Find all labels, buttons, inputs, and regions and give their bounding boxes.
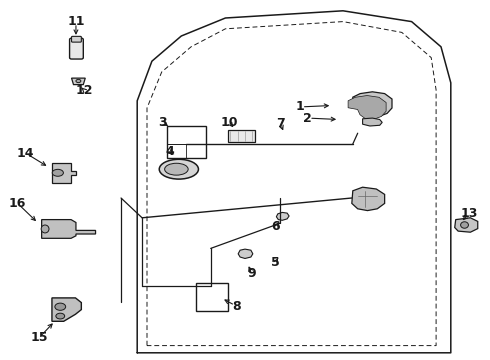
Polygon shape — [455, 218, 478, 232]
FancyBboxPatch shape — [72, 36, 81, 42]
Text: 12: 12 — [76, 84, 94, 97]
Polygon shape — [72, 78, 85, 85]
Polygon shape — [238, 249, 253, 258]
Ellipse shape — [461, 222, 468, 228]
Bar — [167, 126, 206, 158]
Polygon shape — [52, 163, 76, 183]
Ellipse shape — [52, 169, 63, 176]
Text: 10: 10 — [220, 116, 238, 129]
Text: 11: 11 — [67, 15, 85, 28]
FancyBboxPatch shape — [70, 38, 83, 59]
Polygon shape — [42, 220, 96, 238]
Bar — [196, 283, 228, 311]
Text: 3: 3 — [158, 116, 167, 129]
Ellipse shape — [55, 303, 66, 310]
Text: 7: 7 — [276, 117, 285, 130]
Ellipse shape — [76, 79, 81, 83]
Text: 5: 5 — [271, 256, 280, 269]
Text: 1: 1 — [296, 100, 305, 113]
Text: 9: 9 — [247, 267, 256, 280]
Text: 8: 8 — [232, 300, 241, 312]
Text: 2: 2 — [303, 112, 312, 125]
Polygon shape — [276, 212, 289, 220]
Ellipse shape — [56, 313, 65, 319]
Ellipse shape — [159, 159, 198, 179]
Text: 6: 6 — [271, 220, 280, 233]
Text: 4: 4 — [166, 145, 174, 158]
Text: 13: 13 — [461, 207, 478, 220]
Ellipse shape — [165, 163, 188, 175]
Ellipse shape — [41, 225, 49, 233]
Polygon shape — [352, 187, 385, 211]
Polygon shape — [348, 95, 386, 120]
Text: 16: 16 — [9, 197, 26, 210]
Polygon shape — [363, 118, 382, 126]
Bar — [228, 130, 255, 142]
Polygon shape — [353, 92, 392, 117]
Polygon shape — [52, 298, 81, 321]
Text: 15: 15 — [30, 331, 48, 344]
Text: 14: 14 — [17, 147, 34, 159]
